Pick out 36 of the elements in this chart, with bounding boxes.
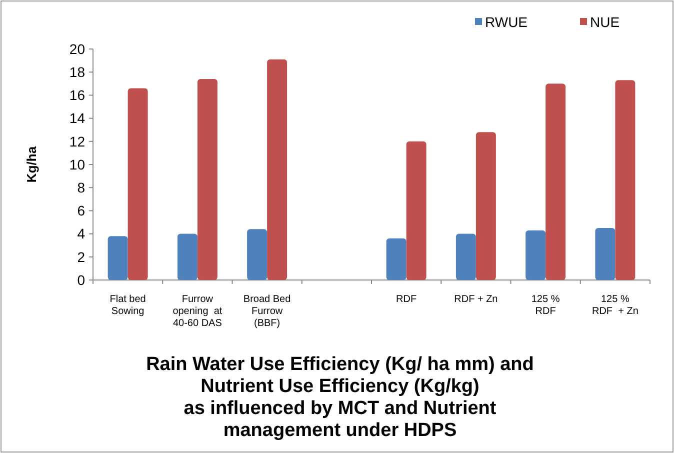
y-tick-label: 6 — [77, 202, 86, 219]
bar — [267, 59, 288, 280]
bar — [526, 230, 546, 280]
y-tick-label: 10 — [69, 156, 86, 172]
bar — [406, 141, 426, 280]
y-tick-label: 14 — [69, 110, 86, 126]
x-tick-label: 125 % RDF — [531, 294, 560, 317]
bar — [595, 228, 616, 280]
bar — [177, 234, 198, 280]
bar — [386, 238, 406, 280]
legend-label: RWUE — [485, 14, 528, 30]
x-tick-label: 125 % RDF + Zn — [592, 294, 638, 317]
x-tick-label: RDF + Zn — [454, 294, 498, 305]
bar — [546, 84, 566, 280]
y-tick-label: 4 — [77, 226, 86, 242]
y-tick-label: 8 — [77, 180, 86, 196]
y-tick-label: 0 — [77, 272, 86, 288]
bar — [615, 80, 636, 280]
y-axis-title: Kg/ha — [24, 146, 39, 183]
bar — [108, 236, 128, 280]
x-tick-label: Furrow opening at 40-60 DAS — [172, 294, 222, 329]
y-tick-label: 2 — [77, 248, 86, 265]
bar — [128, 88, 148, 280]
bar — [197, 79, 218, 280]
y-tick-label: 20 — [69, 40, 86, 57]
x-tick-label: RDF — [396, 294, 417, 305]
y-tick-label: 16 — [69, 87, 86, 104]
y-tick-label: 18 — [69, 64, 86, 80]
x-tick-label: Flat bed Sowing — [110, 294, 146, 317]
bar — [247, 229, 268, 280]
bar — [456, 234, 476, 280]
x-tick-label: Broad Bed Furrow (BBF) — [243, 294, 291, 329]
text: Rain Water Use Efficiency (Kg/ ha mm) and Nutrient Use Efficiency (Kg/kg) as influenced by MCT and Nutrient management under HDPS — [146, 354, 534, 441]
y-tick-label: 12 — [69, 133, 86, 150]
legend-label: NUE — [590, 14, 620, 30]
bar — [476, 132, 496, 280]
